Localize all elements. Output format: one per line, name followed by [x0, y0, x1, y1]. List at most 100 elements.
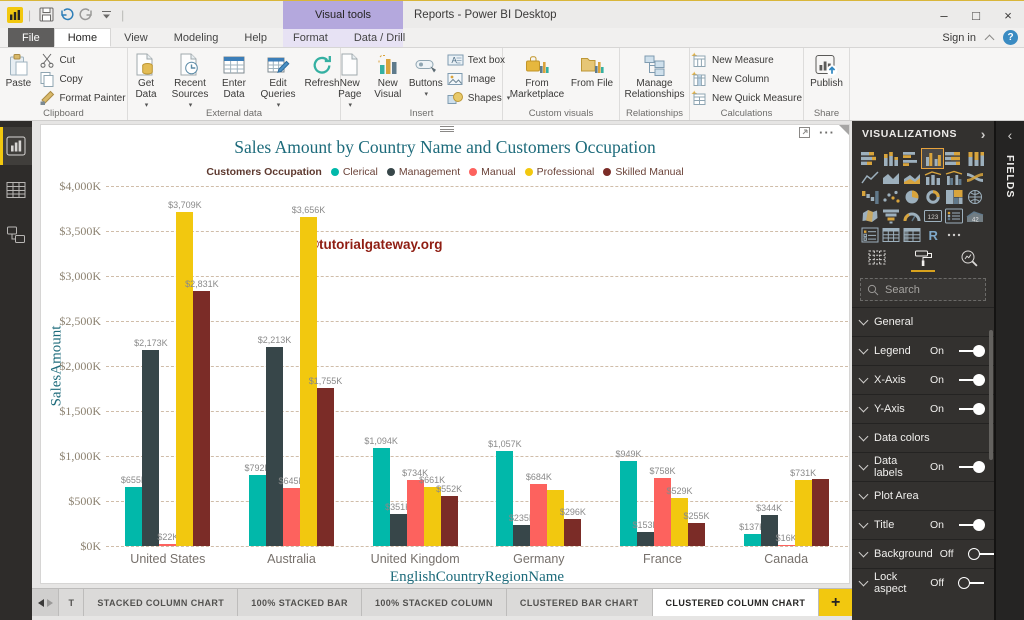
toggle-switch[interactable]: [958, 403, 985, 415]
bar-manual-united-states[interactable]: [159, 544, 176, 546]
viz-type-stacked-column-chart-icon[interactable]: [880, 149, 901, 168]
viz-type-clustered-column-chart-icon[interactable]: [922, 149, 943, 168]
maximize-button[interactable]: □: [960, 1, 992, 29]
format-section-lock-aspect[interactable]: Lock aspectOff: [852, 568, 994, 597]
bar-skilled-manual-canada[interactable]: [812, 479, 829, 546]
sidebar-item-data-view[interactable]: [0, 171, 32, 209]
ribbon-button-new-quick-measure[interactable]: New Quick Measure: [691, 89, 802, 107]
customize-quick-access-button[interactable]: [96, 4, 116, 26]
sign-in-link[interactable]: Sign in: [942, 32, 976, 44]
redo-button[interactable]: [76, 4, 96, 26]
viz-type-area-chart-icon[interactable]: [880, 168, 901, 187]
bar-management-australia[interactable]: [266, 347, 283, 546]
ribbon-tab-modeling[interactable]: Modeling: [161, 28, 232, 47]
tool-tab-format[interactable]: [911, 249, 935, 272]
legend-item-manual[interactable]: Manual: [469, 166, 515, 178]
bar-skilled-manual-france[interactable]: [688, 523, 705, 546]
viz-type-100-stacked-bar-chart-icon[interactable]: [943, 149, 964, 168]
fields-panel-collapsed[interactable]: ‹ FIELDS: [994, 121, 1024, 620]
bar-management-united-states[interactable]: [142, 350, 159, 546]
ribbon-button-enter-data[interactable]: Enter Data: [213, 50, 255, 101]
viz-type-waterfall-chart-icon[interactable]: [859, 187, 880, 206]
page-tab-100-stacked-column[interactable]: 100% STACKED COLUMN: [362, 589, 507, 616]
undo-button[interactable]: [56, 4, 76, 26]
ribbon-button-from-marketplace[interactable]: From Marketplace: [507, 50, 567, 101]
next-page-arrow[interactable]: [45, 589, 58, 616]
bar-skilled-manual-australia[interactable]: [317, 388, 334, 546]
page-tab-100-stacked-bar[interactable]: 100% STACKED BAR: [238, 589, 362, 616]
ribbon-button-get-data[interactable]: Get Data▾: [125, 50, 167, 112]
ribbon-tab-help[interactable]: Help: [231, 28, 280, 47]
bar-management-germany[interactable]: [513, 525, 530, 546]
page-tab-clustered-bar-chart[interactable]: CLUSTERED BAR CHART: [507, 589, 653, 616]
viz-type-stacked-area-chart-icon[interactable]: [901, 168, 922, 187]
ribbon-button-shapes[interactable]: Shapes▾: [447, 89, 510, 107]
viz-type-card-icon[interactable]: 123: [922, 206, 943, 225]
ribbon-button-new-measure[interactable]: New Measure: [691, 51, 802, 69]
toggle-switch[interactable]: [958, 519, 985, 531]
viz-type-kpi-icon[interactable]: 42: [964, 206, 985, 225]
ribbon-button-format-painter[interactable]: Format Painter: [39, 89, 125, 107]
viz-type-ribbon-chart-icon[interactable]: [964, 168, 985, 187]
collapse-ribbon-icon[interactable]: [985, 34, 995, 44]
visual-options-icon[interactable]: ···: [819, 128, 835, 138]
viz-type-100-stacked-column-chart-icon[interactable]: [964, 149, 985, 168]
format-section-legend[interactable]: LegendOn: [852, 336, 994, 365]
toggle-switch[interactable]: [958, 345, 985, 357]
bar-professional-canada[interactable]: [795, 480, 812, 546]
bar-clerical-france[interactable]: [620, 461, 637, 546]
viz-type-r-script-visual-icon[interactable]: R: [922, 225, 943, 244]
format-section-title[interactable]: TitleOn: [852, 510, 994, 539]
ribbon-button-from-file[interactable]: From File: [569, 50, 615, 90]
report-page[interactable]: ··· Sales Amount by Country Name and Cus…: [40, 124, 850, 584]
format-section-data-labels[interactable]: Data labelsOn: [852, 452, 994, 481]
tool-tab-fields[interactable]: [865, 249, 889, 271]
format-section-background[interactable]: BackgroundOff: [852, 539, 994, 568]
ribbon-tab-view[interactable]: View: [111, 28, 161, 47]
ribbon-button-recent-sources[interactable]: Recent Sources▾: [169, 50, 211, 112]
toggle-switch[interactable]: [958, 461, 985, 473]
ribbon-button-edit-queries[interactable]: Edit Queries▾: [257, 50, 299, 112]
page-tab-clustered-column-chart[interactable]: CLUSTERED COLUMN CHART: [653, 589, 820, 616]
format-section-general[interactable]: General: [852, 307, 994, 336]
sidebar-item-report-view[interactable]: [0, 127, 32, 165]
legend-item-management[interactable]: Management: [387, 166, 460, 178]
save-button[interactable]: [36, 4, 56, 26]
ribbon-tab-data-drill[interactable]: Data / Drill: [341, 28, 418, 47]
viz-type-line-and-clustered-column-chart-icon[interactable]: [943, 168, 964, 187]
viz-type-more-options-icon[interactable]: [943, 225, 964, 244]
add-page-button[interactable]: +: [819, 589, 852, 616]
report-canvas[interactable]: ··· Sales Amount by Country Name and Cus…: [32, 121, 852, 588]
viz-type-scatter-chart-icon[interactable]: [880, 187, 901, 206]
visual-drag-handle-icon[interactable]: [440, 126, 454, 133]
format-search-input[interactable]: Search: [860, 278, 986, 301]
ribbon-button-manage-relationships[interactable]: Manage Relationships: [622, 50, 688, 101]
collapse-panel-icon[interactable]: ›: [981, 126, 986, 142]
bar-manual-germany[interactable]: [530, 484, 547, 546]
viz-type-table-icon[interactable]: [880, 225, 901, 244]
viz-type-line-and-stacked-column-chart-icon[interactable]: [922, 168, 943, 187]
ribbon-button-new-column[interactable]: New Column: [691, 70, 802, 88]
viz-type-funnel-icon[interactable]: [880, 206, 901, 225]
bar-professional-united-kingdom[interactable]: [424, 487, 441, 546]
previous-page-arrow[interactable]: [32, 589, 45, 616]
bar-skilled-manual-united-states[interactable]: [193, 291, 210, 546]
bar-skilled-manual-germany[interactable]: [564, 519, 581, 546]
ribbon-tab-home[interactable]: Home: [54, 28, 111, 47]
bar-professional-united-states[interactable]: [176, 212, 193, 546]
format-section-y-axis[interactable]: Y-AxisOn: [852, 394, 994, 423]
ribbon-button-image[interactable]: Image: [447, 70, 510, 88]
ribbon-button-buttons[interactable]: Buttons▾: [408, 50, 444, 101]
viz-type-donut-chart-icon[interactable]: [922, 187, 943, 206]
format-section-data-colors[interactable]: Data colors: [852, 423, 994, 452]
close-button[interactable]: ×: [992, 1, 1024, 29]
bar-management-france[interactable]: [637, 532, 654, 546]
ribbon-button-copy[interactable]: Copy: [39, 70, 125, 88]
viz-type-stacked-bar-chart-icon[interactable]: [859, 149, 880, 168]
ribbon-tab-format[interactable]: Format: [280, 28, 341, 47]
panel-scrollbar[interactable]: [989, 330, 993, 460]
bar-professional-france[interactable]: [671, 498, 688, 546]
viz-type-treemap-icon[interactable]: [943, 187, 964, 206]
format-section-x-axis[interactable]: X-AxisOn: [852, 365, 994, 394]
help-icon[interactable]: ?: [1003, 30, 1018, 45]
